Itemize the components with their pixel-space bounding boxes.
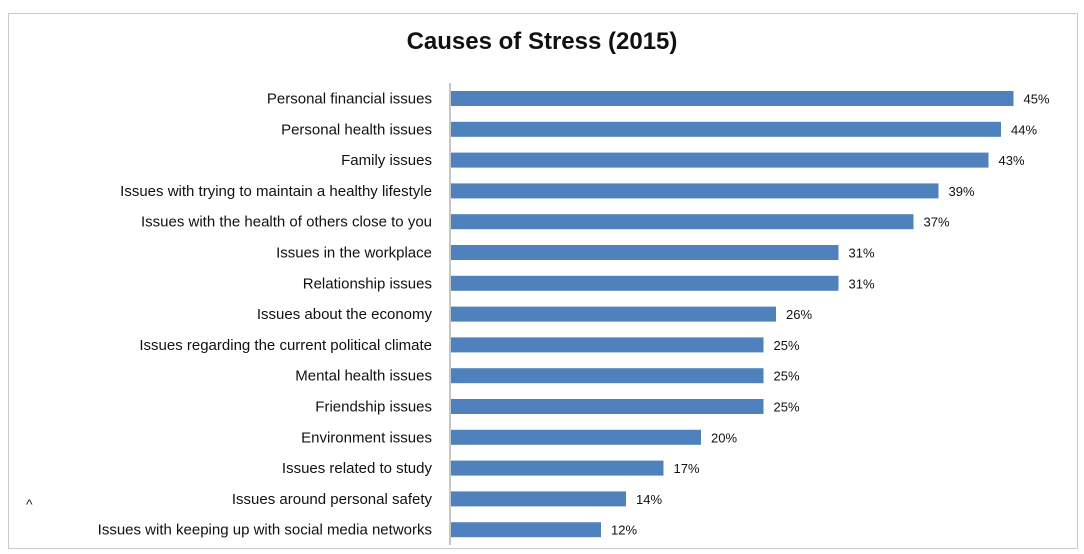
bar bbox=[451, 460, 664, 476]
chart-title: Causes of Stress (2015) bbox=[406, 28, 678, 55]
bar bbox=[451, 522, 601, 538]
value-label: 37% bbox=[924, 215, 950, 230]
value-label: 31% bbox=[849, 276, 875, 291]
category-label: Personal health issues bbox=[281, 121, 432, 138]
bar bbox=[451, 337, 764, 353]
category-label: Personal financial issues bbox=[267, 91, 432, 108]
category-label: Issues related to study bbox=[282, 460, 433, 477]
value-label: 14% bbox=[636, 492, 662, 507]
bar bbox=[451, 306, 776, 322]
category-label: Family issues bbox=[341, 152, 432, 169]
value-label: 20% bbox=[711, 430, 737, 445]
category-label: Friendship issues bbox=[315, 399, 432, 416]
category-label: Issues with the health of others close t… bbox=[141, 214, 432, 231]
value-label: 26% bbox=[786, 307, 812, 322]
value-label: 44% bbox=[1011, 122, 1037, 137]
category-label: Mental health issues bbox=[295, 368, 432, 385]
bar bbox=[451, 152, 989, 168]
value-label: 31% bbox=[849, 246, 875, 261]
value-label: 25% bbox=[774, 338, 800, 353]
category-label: Issues regarding the current political c… bbox=[139, 337, 432, 354]
category-label: Issues with keeping up with social media… bbox=[98, 522, 432, 539]
bar bbox=[451, 399, 764, 414]
category-label: Issues about the economy bbox=[257, 306, 433, 323]
category-label: Issues with trying to maintain a healthy… bbox=[120, 183, 432, 200]
bar bbox=[451, 183, 939, 199]
bar bbox=[451, 275, 839, 291]
value-label: 39% bbox=[949, 184, 975, 199]
value-label: 25% bbox=[774, 369, 800, 384]
category-label: Issues in the workplace bbox=[276, 245, 432, 262]
bar bbox=[451, 429, 701, 445]
category-label: Issues around personal safety bbox=[232, 491, 433, 508]
value-label: 25% bbox=[774, 400, 800, 415]
value-label: 43% bbox=[999, 153, 1025, 168]
caret-marker: ^ bbox=[26, 496, 33, 512]
bar bbox=[451, 121, 1001, 137]
bar bbox=[451, 91, 1014, 106]
bar bbox=[451, 245, 839, 260]
bar bbox=[451, 368, 764, 384]
bar bbox=[451, 214, 914, 230]
value-label: 12% bbox=[611, 523, 637, 538]
category-label: Environment issues bbox=[301, 429, 432, 446]
value-label: 45% bbox=[1024, 92, 1050, 107]
value-label: 17% bbox=[674, 461, 700, 476]
category-label: Relationship issues bbox=[303, 275, 432, 292]
bar bbox=[451, 491, 626, 507]
